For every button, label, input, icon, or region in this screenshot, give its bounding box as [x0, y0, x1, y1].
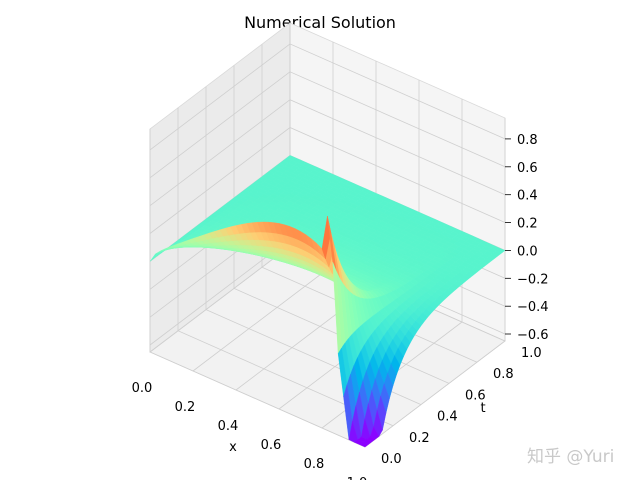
z-grid-line	[149, 127, 506, 234]
x-tick-label: 0.2	[175, 400, 196, 415]
t-tick-label: 0.8	[493, 367, 514, 382]
x-tick-label: 0.4	[218, 419, 239, 434]
chart-title: Numerical Solution	[244, 13, 396, 32]
x-tick-label: 0.6	[261, 438, 282, 453]
t-tick-label: 1.0	[521, 346, 542, 361]
surface-plot	[149, 155, 506, 448]
x-tick-label: 1.0	[347, 476, 368, 480]
z-tick-label: −0.2	[517, 272, 549, 287]
z-tick-label: 0.4	[517, 189, 538, 204]
z-grid-line	[149, 71, 506, 179]
z-tick-label: −0.4	[517, 300, 549, 315]
watermark-text: 知乎 @Yuri	[527, 447, 614, 467]
t-axis-label: t	[480, 401, 485, 416]
t-tick-label: 0.6	[465, 388, 486, 403]
x-tick-label: 0.0	[132, 381, 153, 396]
t-tick-label: 0.4	[437, 410, 458, 425]
surface-cell	[359, 441, 369, 448]
z-tick-label: 0.0	[517, 244, 538, 259]
z-grid-line	[149, 99, 506, 207]
z-tick-label: 0.6	[517, 161, 538, 176]
t-tick-label: 0.0	[381, 452, 402, 467]
z-tick-label: −0.6	[517, 328, 549, 343]
z-grid-line	[149, 43, 506, 151]
axis-ticks: 0.0 0.2 0.4 0.6 0.8 1.0 0.0 0.2 0.4 0.6 0.8 1.0 −0.6…	[132, 133, 549, 480]
t-tick-label: 0.2	[409, 431, 430, 446]
x-tick-label: 0.8	[304, 457, 325, 472]
z-tick-label: 0.8	[517, 133, 538, 148]
t-grid-line	[177, 107, 394, 427]
t-grid-line	[149, 129, 366, 448]
x-axis-label: x	[229, 440, 237, 455]
z-tick-label: 0.2	[517, 217, 538, 232]
